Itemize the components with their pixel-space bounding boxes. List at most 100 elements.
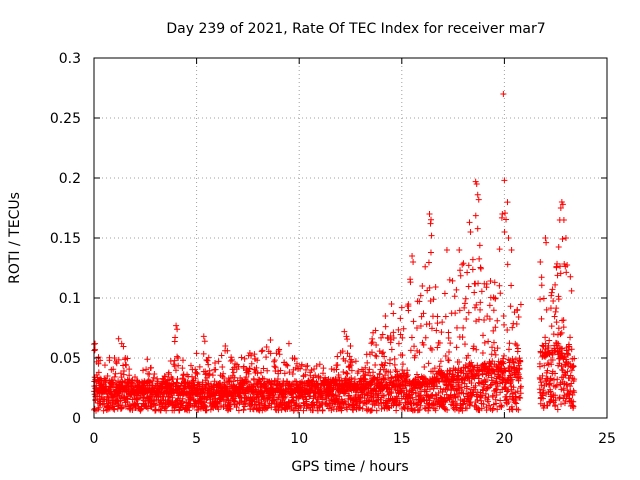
data-point	[92, 340, 99, 347]
data-point	[453, 286, 460, 293]
data-point	[517, 390, 524, 397]
x-tick-label: 25	[598, 431, 616, 447]
data-point	[462, 295, 469, 302]
data-point	[227, 405, 234, 412]
data-point	[517, 358, 524, 365]
data-point	[218, 352, 225, 359]
data-point	[509, 324, 516, 331]
data-point	[422, 263, 429, 270]
data-point	[356, 399, 363, 406]
data-point	[570, 387, 577, 394]
data-point	[488, 351, 495, 358]
data-point	[131, 400, 138, 407]
data-point	[560, 317, 567, 324]
data-point	[274, 376, 281, 383]
data-point	[421, 404, 428, 411]
data-point	[95, 369, 102, 376]
data-point	[174, 376, 181, 383]
data-point	[162, 373, 169, 380]
data-point	[404, 372, 411, 379]
data-point	[368, 407, 375, 414]
data-point	[433, 327, 440, 334]
data-point	[144, 356, 151, 363]
data-point	[101, 362, 108, 369]
data-point	[473, 301, 480, 308]
data-point	[340, 368, 347, 375]
data-point	[348, 394, 355, 401]
data-point	[430, 296, 437, 303]
data-point	[567, 383, 574, 390]
data-point	[503, 216, 510, 223]
data-point	[112, 370, 119, 377]
data-point	[334, 353, 341, 360]
data-point	[291, 356, 298, 363]
data-point	[555, 340, 562, 347]
data-point	[455, 393, 462, 400]
data-point	[507, 377, 514, 384]
data-point	[343, 333, 350, 340]
data-point	[189, 373, 196, 380]
data-point	[539, 342, 546, 349]
data-point	[372, 352, 379, 359]
data-point	[192, 375, 199, 382]
data-point	[469, 392, 476, 399]
data-point	[434, 344, 441, 351]
data-point	[475, 196, 482, 203]
data-point	[428, 232, 435, 239]
data-point	[568, 287, 575, 294]
data-point	[512, 356, 519, 363]
data-point	[368, 349, 375, 356]
data-point	[483, 407, 490, 414]
data-point	[486, 302, 493, 309]
data-point	[412, 352, 419, 359]
data-point	[263, 354, 270, 361]
data-point	[259, 347, 266, 354]
data-point	[500, 313, 507, 320]
data-point	[172, 367, 179, 374]
data-point	[509, 358, 516, 365]
data-point	[481, 360, 488, 367]
data-point	[173, 322, 180, 329]
data-point	[553, 319, 560, 326]
data-point	[487, 382, 494, 389]
data-point	[557, 381, 564, 388]
data-point	[570, 363, 577, 370]
data-point	[348, 356, 355, 363]
data-point	[465, 283, 472, 290]
data-point	[450, 398, 457, 405]
data-point	[536, 386, 543, 393]
data-point	[513, 400, 520, 407]
data-point	[347, 343, 354, 349]
data-point	[426, 397, 433, 404]
x-tick-label: 5	[192, 431, 201, 447]
data-point	[219, 364, 226, 371]
data-point	[222, 343, 229, 349]
y-tick-label: 0	[72, 411, 81, 427]
data-point	[115, 356, 122, 363]
data-point	[459, 261, 466, 268]
data-point	[277, 367, 284, 374]
data-point	[343, 370, 350, 377]
data-point	[538, 382, 545, 389]
data-point	[264, 367, 271, 374]
data-point	[549, 357, 556, 364]
data-point	[276, 346, 283, 353]
data-point	[100, 407, 107, 414]
chart-title: Day 239 of 2021, Rate Of TEC Index for r…	[166, 21, 545, 37]
data-point	[92, 346, 99, 353]
data-point	[497, 290, 504, 297]
data-point	[300, 407, 307, 414]
data-point	[392, 367, 399, 374]
data-point	[111, 355, 118, 361]
data-point	[493, 386, 500, 393]
data-point	[228, 354, 235, 361]
data-point	[515, 313, 522, 320]
data-point	[475, 280, 482, 287]
data-point	[172, 334, 179, 341]
data-point	[398, 304, 405, 311]
data-point	[467, 229, 474, 235]
data-point	[171, 357, 178, 364]
data-point	[542, 334, 549, 341]
data-point	[490, 339, 497, 346]
data-point	[571, 389, 578, 396]
